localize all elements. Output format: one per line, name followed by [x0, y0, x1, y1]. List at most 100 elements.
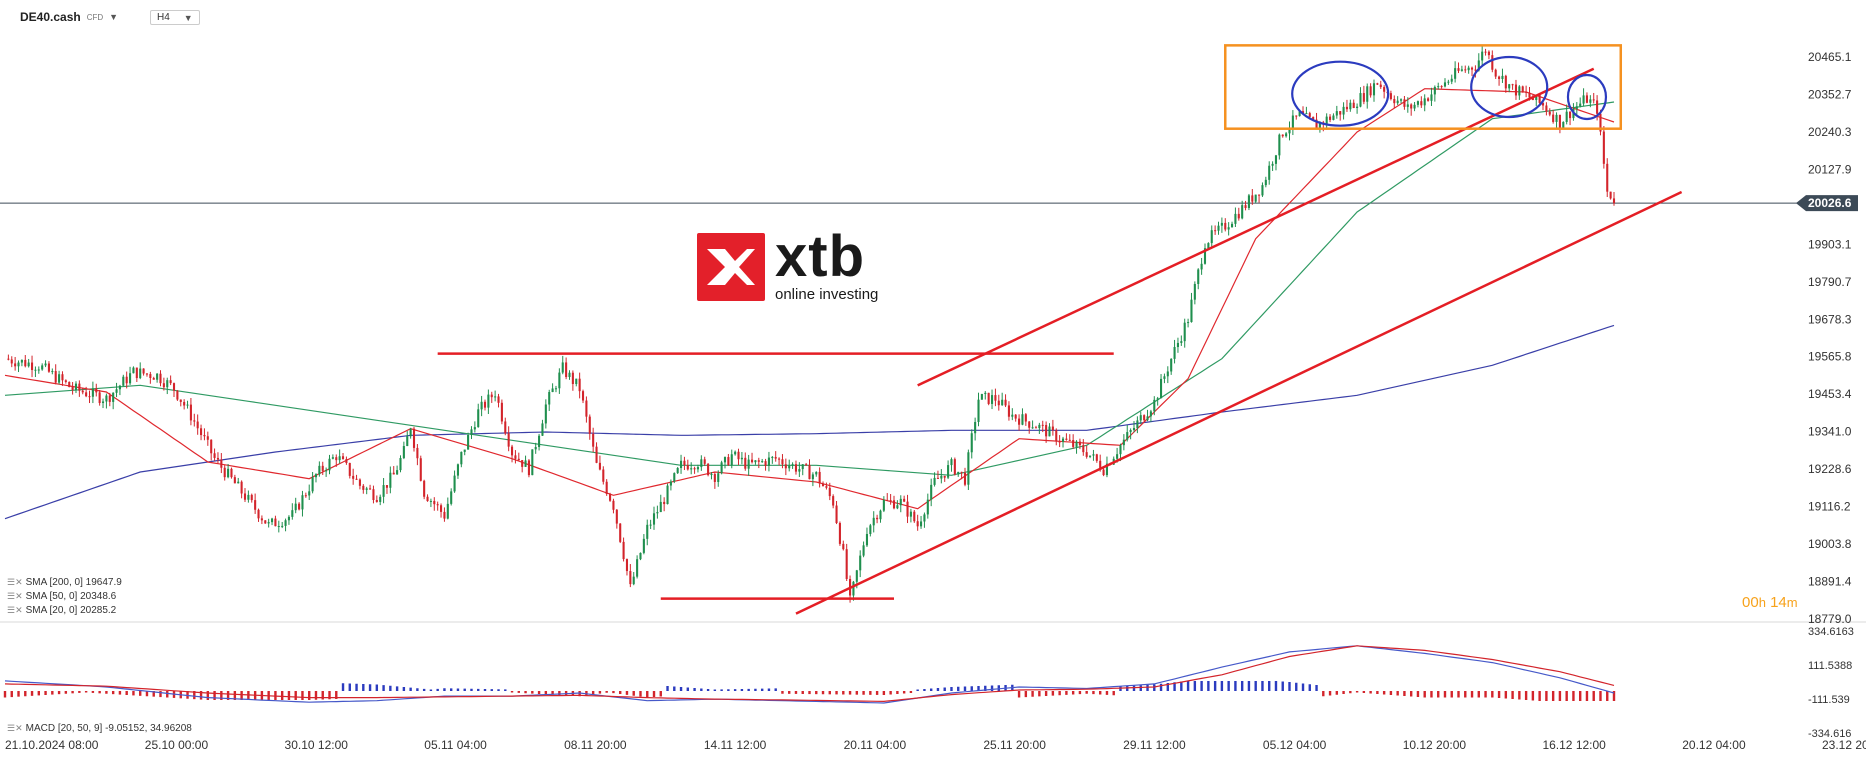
candle-body[interactable]: [541, 423, 544, 436]
candle-body[interactable]: [717, 473, 720, 482]
candle-body[interactable]: [1078, 441, 1081, 446]
candle-body[interactable]: [1082, 445, 1085, 453]
candle-body[interactable]: [774, 456, 777, 459]
candle-body[interactable]: [1335, 111, 1338, 116]
candle-body[interactable]: [649, 524, 652, 526]
candle-body[interactable]: [930, 484, 933, 500]
candle-body[interactable]: [700, 459, 703, 468]
lower-trendline[interactable]: [795, 190, 1683, 615]
candle-body[interactable]: [463, 449, 466, 452]
candle-body[interactable]: [409, 428, 412, 437]
candle-body[interactable]: [926, 499, 929, 515]
candle-body[interactable]: [609, 494, 612, 501]
candle-body[interactable]: [561, 362, 564, 373]
candle-body[interactable]: [10, 359, 13, 364]
candle-body[interactable]: [747, 459, 750, 469]
candle-body[interactable]: [1278, 134, 1281, 156]
candle-body[interactable]: [727, 457, 730, 466]
candle-body[interactable]: [605, 481, 608, 495]
candle-body[interactable]: [544, 404, 547, 424]
candle-body[interactable]: [500, 402, 503, 422]
candle-body[interactable]: [1565, 111, 1568, 122]
candle-body[interactable]: [1004, 399, 1007, 406]
candle-body[interactable]: [1281, 134, 1284, 137]
candle-body[interactable]: [389, 472, 392, 488]
candle-body[interactable]: [446, 503, 449, 519]
candle-body[interactable]: [696, 467, 699, 470]
candle-body[interactable]: [64, 380, 67, 382]
candle-body[interactable]: [1251, 195, 1254, 202]
candle-body[interactable]: [1481, 51, 1484, 61]
candle-body[interactable]: [402, 446, 405, 459]
candle-body[interactable]: [125, 376, 128, 384]
candle-body[interactable]: [450, 491, 453, 504]
candle-body[interactable]: [805, 464, 808, 466]
candle-body[interactable]: [375, 500, 378, 502]
candle-body[interactable]: [1437, 86, 1440, 88]
candle-body[interactable]: [818, 471, 821, 484]
candle-body[interactable]: [686, 465, 689, 470]
candle-body[interactable]: [230, 468, 233, 478]
candle-body[interactable]: [1535, 94, 1538, 101]
candle-body[interactable]: [1545, 105, 1548, 112]
candle-body[interactable]: [720, 462, 723, 474]
candle-body[interactable]: [1241, 205, 1244, 219]
candle-body[interactable]: [683, 460, 686, 466]
candle-body[interactable]: [139, 368, 142, 379]
candle-body[interactable]: [453, 475, 456, 492]
candle-body[interactable]: [1325, 116, 1328, 125]
candle-body[interactable]: [1416, 101, 1419, 105]
candle-body[interactable]: [1494, 69, 1497, 77]
candle-body[interactable]: [321, 465, 324, 471]
candle-body[interactable]: [1129, 430, 1132, 433]
candle-body[interactable]: [1528, 92, 1531, 98]
candle-body[interactable]: [1342, 106, 1345, 115]
candle-body[interactable]: [828, 487, 831, 497]
candle-body[interactable]: [480, 401, 483, 410]
candle-body[interactable]: [1585, 95, 1589, 103]
candle-body[interactable]: [382, 485, 385, 497]
candle-body[interactable]: [1085, 452, 1088, 457]
candle-body[interactable]: [1122, 439, 1125, 446]
candle-body[interactable]: [145, 373, 149, 375]
candle-body[interactable]: [876, 517, 879, 520]
candle-body[interactable]: [477, 409, 480, 428]
highlight-ellipse[interactable]: [1470, 55, 1549, 119]
candle-body[interactable]: [504, 421, 507, 434]
candle-body[interactable]: [362, 485, 365, 490]
candle-body[interactable]: [933, 477, 936, 485]
candle-body[interactable]: [1470, 67, 1474, 70]
candle-body[interactable]: [521, 460, 524, 467]
candle-body[interactable]: [396, 470, 399, 475]
candle-body[interactable]: [764, 461, 767, 466]
candle-body[interactable]: [105, 395, 108, 402]
candle-body[interactable]: [223, 467, 226, 478]
candle-body[interactable]: [1558, 114, 1561, 128]
candle-body[interactable]: [1467, 67, 1470, 71]
candle-body[interactable]: [639, 552, 642, 560]
candle-body[interactable]: [429, 500, 432, 502]
candle-body[interactable]: [1058, 441, 1061, 443]
candle-body[interactable]: [287, 516, 290, 521]
candle-body[interactable]: [872, 517, 875, 526]
candle-body[interactable]: [1525, 91, 1528, 93]
candle-body[interactable]: [1376, 83, 1379, 85]
candle-body[interactable]: [659, 501, 662, 513]
candle-body[interactable]: [622, 541, 625, 560]
candle-body[interactable]: [909, 511, 912, 517]
candle-body[interactable]: [1092, 454, 1095, 456]
candle-body[interactable]: [1224, 222, 1227, 230]
candle-body[interactable]: [757, 460, 760, 462]
candle-body[interactable]: [865, 533, 869, 546]
candle-body[interactable]: [1116, 454, 1119, 459]
candle-body[interactable]: [1095, 454, 1098, 461]
candle-body[interactable]: [348, 463, 351, 476]
candle-body[interactable]: [227, 468, 230, 478]
candle-body[interactable]: [41, 365, 44, 370]
candle-body[interactable]: [1187, 322, 1190, 324]
candle-body[interactable]: [598, 462, 601, 470]
candle-body[interactable]: [318, 465, 321, 475]
candle-body[interactable]: [1028, 421, 1031, 428]
candle-body[interactable]: [1484, 51, 1487, 53]
candle-body[interactable]: [24, 359, 27, 367]
